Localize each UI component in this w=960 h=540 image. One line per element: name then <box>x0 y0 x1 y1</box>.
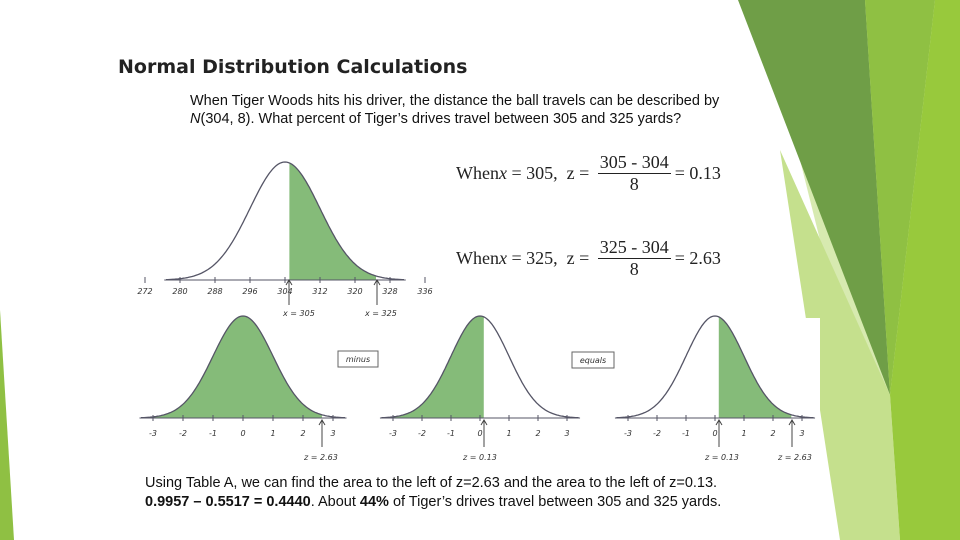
marker-label: z = 2.63 <box>777 453 812 462</box>
tick-label: 3 <box>799 429 804 438</box>
intro-text: (304, 8). What percent of Tiger’s drives… <box>200 111 682 127</box>
eq-var: x <box>498 163 507 183</box>
fraction: 305 - 304 8 <box>597 152 671 195</box>
operator-box <box>571 351 615 369</box>
operator-box <box>337 350 379 368</box>
conclusion-text: of Tiger’s drives travel between 305 and… <box>388 494 722 510</box>
curve <box>616 315 814 419</box>
numerator: 305 - 304 <box>597 152 671 174</box>
curve <box>381 315 579 419</box>
marker-label: x = 325 <box>364 309 397 318</box>
arrow <box>285 279 293 305</box>
shaded-area <box>141 316 322 418</box>
eq-result: = 2.63 <box>674 248 721 268</box>
tick-label: -1 <box>447 429 455 438</box>
tick-label: 336 <box>417 287 432 296</box>
numerator: 325 - 304 <box>597 237 671 259</box>
fraction: 325 - 304 8 <box>597 237 671 280</box>
eq-lead: When <box>456 248 499 268</box>
marker-label: x = 305 <box>282 309 315 318</box>
conclusion-line: Using Table A, we can find the area to t… <box>145 475 718 491</box>
equation: When x = 325, z = 325 - 304 8 = 2.63 <box>456 237 721 280</box>
deco-soft <box>780 150 900 540</box>
operator-label: equals <box>580 356 606 365</box>
arrow <box>373 279 381 305</box>
marker-label: z = 0.13 <box>704 453 739 462</box>
operator-label: minus <box>346 355 370 364</box>
tick-label: -2 <box>179 429 187 438</box>
arrow <box>318 419 326 447</box>
deco-left <box>0 310 14 540</box>
marker-label: z = 2.63 <box>303 453 338 462</box>
tick-label: -1 <box>682 429 690 438</box>
tick-label: 296 <box>242 287 257 296</box>
deco-mid <box>865 0 935 395</box>
tick-label: 320 <box>347 287 362 296</box>
tick-label: 312 <box>312 287 327 296</box>
eq-mid: = 325, z = <box>506 248 594 268</box>
conclusion: Using Table A, we can find the area to t… <box>145 474 721 512</box>
tick-label: 328 <box>382 287 397 296</box>
tick-label: -3 <box>389 429 397 438</box>
intro: When Tiger Woods hits his driver, the di… <box>190 92 735 128</box>
eq-lead: When <box>456 163 499 183</box>
marker-label: z = 0.13 <box>462 453 497 462</box>
arrow <box>788 419 796 447</box>
tick-label: 1 <box>270 429 275 438</box>
tick-label: 1 <box>741 429 746 438</box>
deco-bright <box>890 0 960 540</box>
tick-label: 2 <box>770 429 775 438</box>
curve <box>166 161 404 281</box>
arrow <box>715 419 723 447</box>
denominator: 8 <box>629 174 639 194</box>
title: Normal Distribution Calculations <box>118 56 468 78</box>
tick-label: 272 <box>137 287 152 296</box>
intro-text: When Tiger Woods hits his driver, the di… <box>190 93 720 109</box>
tick-label: 1 <box>506 429 511 438</box>
shaded-area <box>718 316 792 418</box>
conclusion-bold: 0.9957 – 0.5517 = 0.4440 <box>145 494 311 510</box>
tick-label: 0 <box>240 429 245 438</box>
tick-label: 2 <box>300 429 305 438</box>
arrow <box>480 419 488 447</box>
tick-label: -3 <box>624 429 632 438</box>
tick-label: 288 <box>207 287 222 296</box>
eq-var: x <box>498 248 507 268</box>
tick-label: 304 <box>277 287 292 296</box>
shaded-area <box>289 162 376 280</box>
tick-label: 0 <box>477 429 482 438</box>
tick-label: 3 <box>330 429 335 438</box>
tick-label: -1 <box>209 429 217 438</box>
eq-result: = 0.13 <box>674 163 721 183</box>
equation: When x = 305, z = 305 - 304 8 = 0.13 <box>456 152 721 195</box>
tick-label: 2 <box>535 429 540 438</box>
tick-label: 0 <box>712 429 717 438</box>
image-backdrop <box>610 318 820 463</box>
tick-label: -3 <box>149 429 157 438</box>
intro-italic: N <box>190 111 201 127</box>
tick-label: -2 <box>653 429 661 438</box>
curve <box>140 315 346 419</box>
denominator: 8 <box>629 259 639 279</box>
conclusion-text: . About <box>310 494 360 510</box>
tick-label: 3 <box>564 429 569 438</box>
eq-mid: = 305, z = <box>506 163 594 183</box>
conclusion-bold: 44% <box>359 494 389 510</box>
conclusion-line: 0.9957 – 0.5517 = 0.4440. About 44% of T… <box>145 493 721 512</box>
tick-label: 280 <box>172 287 187 296</box>
deco-dark <box>738 0 890 395</box>
shaded-area <box>381 316 484 418</box>
tick-label: -2 <box>418 429 426 438</box>
